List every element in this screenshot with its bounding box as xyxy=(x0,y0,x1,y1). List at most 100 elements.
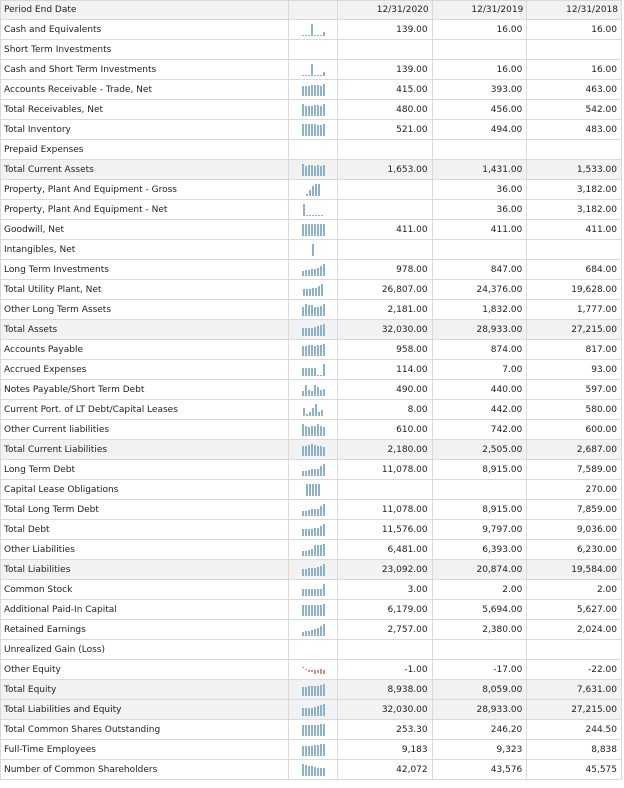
value-cell: 978.00 xyxy=(336,259,433,280)
row-label: Total Long Term Debt xyxy=(0,499,289,520)
sparkline-bar xyxy=(319,223,322,236)
table-row[interactable]: Property, Plant And Equipment - Net 36.00… xyxy=(0,199,622,220)
table-row[interactable]: Total Equity 8,938.00 8,059.00 7,631.00 xyxy=(0,679,622,700)
table-row[interactable]: Total Common Shares Outstanding 253.30 246… xyxy=(0,719,622,740)
table-row[interactable]: Total Debt 11,576.00 9,797.00 9,036.00 xyxy=(0,519,622,540)
table-row[interactable]: Full-Time Employees 9,183 9,323 8,838 xyxy=(0,739,622,760)
sparkline-cell xyxy=(288,319,338,340)
sparkline-bar xyxy=(319,445,322,456)
table-row[interactable]: Long Term Debt 11,078.00 8,915.00 7,589.00 xyxy=(0,459,622,480)
table-row[interactable]: Goodwill, Net 411.00 411.00 411.00 xyxy=(0,219,622,240)
sparkline-bar xyxy=(313,367,316,376)
table-row[interactable]: Notes Payable/Short Term Debt 490.00 440.0… xyxy=(0,379,622,400)
table-row[interactable]: Total Liabilities and Equity 32,030.00 28,… xyxy=(0,699,622,720)
table-row[interactable]: Accounts Payable 958.00 874.00 817.00 xyxy=(0,339,622,360)
value-cell xyxy=(526,239,622,260)
period-column-header[interactable]: 12/31/2018 xyxy=(526,0,622,20)
table-row[interactable]: Accrued Expenses 114.00 7.00 93.00 xyxy=(0,359,622,380)
sparkline-bar xyxy=(319,344,322,356)
table-row[interactable]: Additional Paid-In Capital 6,179.00 5,694.… xyxy=(0,599,622,620)
sparkline-chart xyxy=(301,83,325,96)
table-row[interactable]: Cash and Short Term Investments 139.00 16.… xyxy=(0,59,622,80)
sparkline-cell xyxy=(288,699,338,720)
table-row[interactable]: Intangibles, Net xyxy=(0,239,622,260)
sparkline-bar xyxy=(312,483,315,496)
sparkline-bar xyxy=(321,409,324,416)
value-cell xyxy=(431,479,528,500)
sparkline-bar xyxy=(322,83,325,96)
sparkline-bar xyxy=(301,707,304,716)
table-row[interactable]: Long Term Investments 978.00 847.00 684.00 xyxy=(0,259,622,280)
sparkline-bar xyxy=(319,723,322,736)
sparkline-cell xyxy=(288,359,338,380)
table-row[interactable]: Prepaid Expenses xyxy=(0,139,622,160)
value-cell: 9,036.00 xyxy=(526,519,622,540)
table-row[interactable]: Other Equity -1.00 -17.00 -22.00 xyxy=(0,659,622,680)
value-cell: 2,505.00 xyxy=(431,439,528,460)
table-row[interactable]: Retained Earnings 2,757.00 2,380.00 2,024.0… xyxy=(0,619,622,640)
value-cell: 6,179.00 xyxy=(336,599,433,620)
sparkline-chart xyxy=(301,563,325,576)
table-row[interactable]: Other Liabilities 6,481.00 6,393.00 6,230.0… xyxy=(0,539,622,560)
sparkline-bar xyxy=(301,103,304,116)
table-row[interactable]: Other Long Term Assets 2,181.00 1,832.00 1,… xyxy=(0,299,622,320)
value-cell: 411.00 xyxy=(526,219,622,240)
sparkline-bar xyxy=(319,669,322,674)
table-row[interactable]: Cash and Equivalents 139.00 16.00 16.00 xyxy=(0,19,622,40)
sparkline-bar xyxy=(304,223,307,236)
sparkline-cell xyxy=(288,479,338,500)
table-row[interactable]: Total Inventory 521.00 494.00 483.00 xyxy=(0,119,622,140)
period-column-header[interactable]: 12/31/2019 xyxy=(431,0,528,20)
row-label: Other Equity xyxy=(0,659,289,680)
value-cell: 8,915.00 xyxy=(431,499,528,520)
value-cell: 600.00 xyxy=(526,419,622,440)
table-row[interactable]: Total Utility Plant, Net 26,807.00 24,376.… xyxy=(0,279,622,300)
sparkline-bar xyxy=(304,34,307,36)
value-cell: 23,092.00 xyxy=(336,559,433,580)
sparkline-bar xyxy=(313,306,316,316)
row-label: Retained Earnings xyxy=(0,619,289,640)
value-cell: 8,059.00 xyxy=(431,679,528,700)
table-row[interactable]: Current Port. of LT Debt/Capital Leases 8… xyxy=(0,399,622,420)
sparkline-chart xyxy=(306,183,321,196)
period-column-header[interactable]: 12/31/2020 xyxy=(336,0,433,20)
sparkline-chart xyxy=(301,384,325,396)
sparkline-bar xyxy=(310,123,313,136)
table-row[interactable]: Unrealized Gain (Loss) xyxy=(0,639,622,660)
sparkline-bar xyxy=(322,103,325,116)
table-row[interactable]: Total Receivables, Net 480.00 456.00 542.00 xyxy=(0,99,622,120)
table-row[interactable]: Other Current liabilities 610.00 742.00 600… xyxy=(0,419,622,440)
value-cell: 9,797.00 xyxy=(431,519,528,540)
sparkline-bar xyxy=(322,723,325,736)
sparkline-bar xyxy=(313,468,316,476)
sparkline-cell xyxy=(288,719,338,740)
table-row[interactable]: Capital Lease Obligations 270.00 xyxy=(0,479,622,500)
value-cell: 393.00 xyxy=(431,79,528,100)
sparkline-chart xyxy=(306,483,321,496)
sparkline-bar xyxy=(306,483,309,496)
sparkline-bar xyxy=(301,123,304,136)
table-row[interactable]: Total Current Liabilities 2,180.00 2,505.0… xyxy=(0,439,622,460)
sparkline-bar xyxy=(304,630,307,636)
value-cell: 2,687.00 xyxy=(526,439,622,460)
sparkline-bar xyxy=(304,345,307,356)
sparkline-bar xyxy=(319,565,322,576)
table-row[interactable]: Total Long Term Debt 11,078.00 8,915.00 7,8… xyxy=(0,499,622,520)
table-row[interactable]: Total Current Assets 1,653.00 1,431.00 1,53… xyxy=(0,159,622,180)
table-row[interactable]: Property, Plant And Equipment - Gross 36.… xyxy=(0,179,622,200)
table-row[interactable]: Total Assets 32,030.00 28,933.00 27,215.00 xyxy=(0,319,622,340)
sparkline-cell xyxy=(288,559,338,580)
sparkline-bar xyxy=(319,265,322,276)
sparkline-chart xyxy=(301,323,325,336)
table-row[interactable]: Common Stock 3.00 2.00 2.00 xyxy=(0,579,622,600)
table-row[interactable]: Total Liabilities 23,092.00 20,874.00 19,58… xyxy=(0,559,622,580)
sparkline-bar xyxy=(304,303,307,316)
table-row[interactable]: Accounts Receivable - Trade, Net 415.00 39… xyxy=(0,79,622,100)
sparkline-bar xyxy=(322,563,325,576)
table-row[interactable]: Number of Common Shareholders 42,072 43,57… xyxy=(0,759,622,780)
value-cell: 139.00 xyxy=(336,59,433,80)
table-row[interactable]: Short Term Investments xyxy=(0,39,622,60)
period-end-date-label: Period End Date xyxy=(0,0,289,20)
sparkline-bar xyxy=(307,85,310,96)
value-cell: 847.00 xyxy=(431,259,528,280)
